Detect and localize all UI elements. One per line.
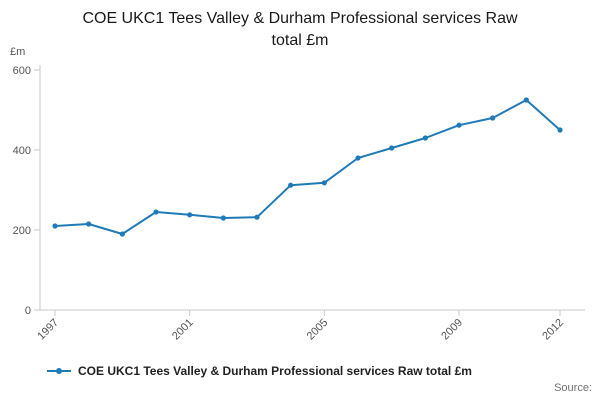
svg-text:200: 200 — [13, 225, 31, 237]
svg-text:600: 600 — [13, 65, 31, 77]
svg-text:2009: 2009 — [439, 317, 465, 343]
svg-text:400: 400 — [13, 145, 31, 157]
svg-text:1997: 1997 — [35, 317, 61, 343]
svg-text:2001: 2001 — [170, 317, 196, 343]
legend-line-marker-icon — [47, 368, 71, 374]
legend-label: COE UKC1 Tees Valley & Durham Profession… — [78, 364, 472, 378]
y-axis-unit-label: £m — [10, 46, 26, 58]
svg-text:2012: 2012 — [540, 317, 566, 343]
svg-text:0: 0 — [25, 305, 31, 317]
chart-title: COE UKC1 Tees Valley & Durham Profession… — [82, 10, 518, 49]
source-label: Source: — [554, 382, 592, 394]
legend[interactable]: COE UKC1 Tees Valley & Durham Profession… — [46, 364, 472, 378]
svg-text:2005: 2005 — [305, 317, 331, 343]
